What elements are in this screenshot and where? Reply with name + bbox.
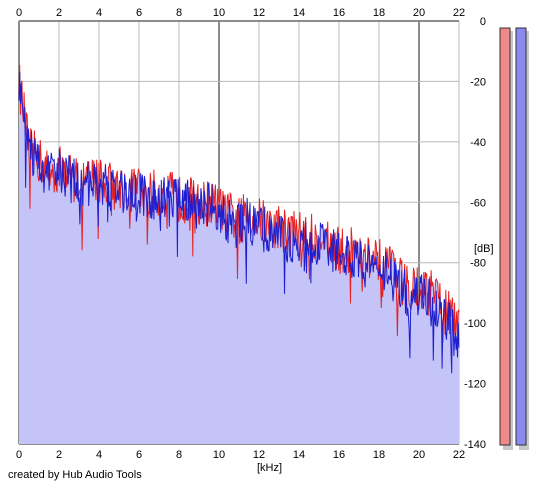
x-tick-label-top: 0	[16, 7, 22, 19]
spectrum-fill	[19, 64, 459, 444]
y-tick-label: -120	[464, 379, 486, 391]
x-tick-label-top: 22	[453, 7, 465, 19]
x-tick-label-top: 6	[136, 7, 142, 19]
x-tick-label-top: 4	[96, 7, 102, 19]
credit-text: created by Hub Audio Tools	[8, 469, 142, 481]
x-tick-label-top: 16	[333, 7, 345, 19]
series-line-1	[18, 72, 460, 374]
y-ticks: 0 -20 -40 -60 -80 -100 -120 -140	[464, 16, 486, 451]
x-tick-label-top: 20	[413, 7, 425, 19]
x-tick-label-top: 18	[373, 7, 385, 19]
y-tick-label: 0	[480, 16, 486, 28]
x-tick-label-bottom: 6	[136, 449, 142, 461]
series-lines	[18, 64, 460, 374]
x-tick-label-bottom: 10	[213, 449, 225, 461]
series-line-0	[18, 64, 460, 344]
y-tick-label: -100	[464, 318, 486, 330]
x-tick-label-bottom: 22	[453, 449, 465, 461]
x-ticks-top: 0 2 4 6 8 10 12 14 16 18 20 22	[16, 7, 465, 19]
x-tick-label-bottom: 20	[413, 449, 425, 461]
x-tick-label-bottom: 8	[176, 449, 182, 461]
x-tick-label-top: 10	[213, 7, 225, 19]
y-tick-label: -60	[470, 197, 486, 209]
x-tick-label-top: 12	[253, 7, 265, 19]
y-tick-label: -140	[464, 439, 486, 451]
x-tick-label-bottom: 14	[293, 449, 305, 461]
x-tick-label-top: 8	[176, 7, 182, 19]
x-tick-label-bottom: 12	[253, 449, 265, 461]
x-tick-label-top: 2	[56, 7, 62, 19]
level-meters	[499, 27, 529, 450]
y-tick-label: -20	[470, 76, 486, 88]
x-ticks-bottom: 0 2 4 6 8 10 12 14 16 18 20 22	[16, 449, 465, 461]
y-tick-label: -80	[470, 258, 486, 270]
level-meter-0	[499, 27, 511, 446]
x-tick-label-top: 14	[293, 7, 305, 19]
x-tick-label-bottom: 0	[16, 449, 22, 461]
y-tick-label: -40	[470, 137, 486, 149]
x-tick-label-bottom: 18	[373, 449, 385, 461]
x-tick-label-bottom: 16	[333, 449, 345, 461]
y-axis-label: [dB]	[474, 243, 494, 255]
x-axis-label: [kHz]	[257, 462, 282, 474]
level-meter-1	[515, 27, 527, 446]
x-tick-label-bottom: 2	[56, 449, 62, 461]
x-tick-label-bottom: 4	[96, 449, 102, 461]
